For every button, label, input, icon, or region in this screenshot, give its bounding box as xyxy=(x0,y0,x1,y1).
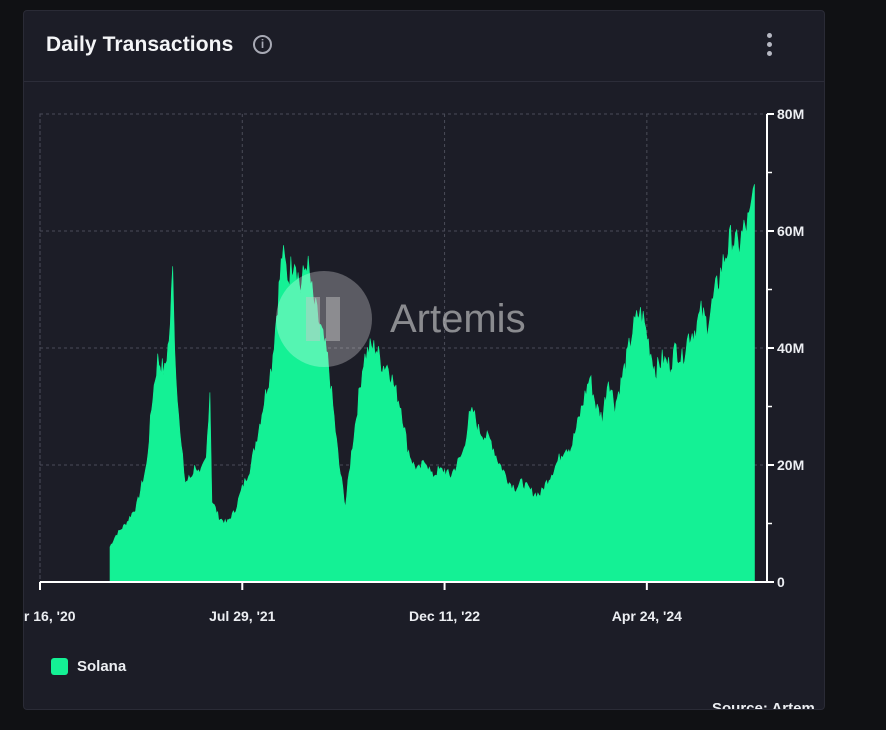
legend-swatch-solana[interactable] xyxy=(51,657,68,675)
chart-area: Artemis 0 20M 40M 60M 80M Mar 16, '20 Jul 29, '… xyxy=(24,106,804,624)
artemis-logo-bar-right xyxy=(326,297,340,341)
y-tick-label: 20M xyxy=(777,457,804,473)
daily-transactions-card: Daily Transactions i Artemis 0 20M 40M 60M 80… xyxy=(23,10,825,710)
more-vertical-icon[interactable] xyxy=(762,33,776,61)
x-tick-label: Apr 24, '24 xyxy=(612,608,682,624)
artemis-logo xyxy=(276,271,372,367)
chart-title: Daily Transactions xyxy=(46,33,234,56)
y-tick-label: 40M xyxy=(777,340,804,356)
x-tick-label: Mar 16, '20 xyxy=(24,608,76,624)
x-tick-label: Jul 29, '21 xyxy=(209,608,276,624)
artemis-logo-bar-left xyxy=(306,297,320,341)
card-header: Daily Transactions i xyxy=(24,11,824,82)
info-icon[interactable]: i xyxy=(253,35,272,54)
y-tick-label: 60M xyxy=(777,223,804,239)
legend: Solana xyxy=(51,656,126,676)
series-area-solana xyxy=(109,184,755,583)
y-tick-label: 80M xyxy=(777,106,804,122)
legend-label-solana[interactable]: Solana xyxy=(77,657,127,675)
y-tick-label: 0 xyxy=(777,574,785,590)
x-tick-label: Dec 11, '22 xyxy=(409,608,480,624)
source-note: Source: Artem xyxy=(712,700,815,710)
watermark-text: Artemis xyxy=(390,297,526,341)
